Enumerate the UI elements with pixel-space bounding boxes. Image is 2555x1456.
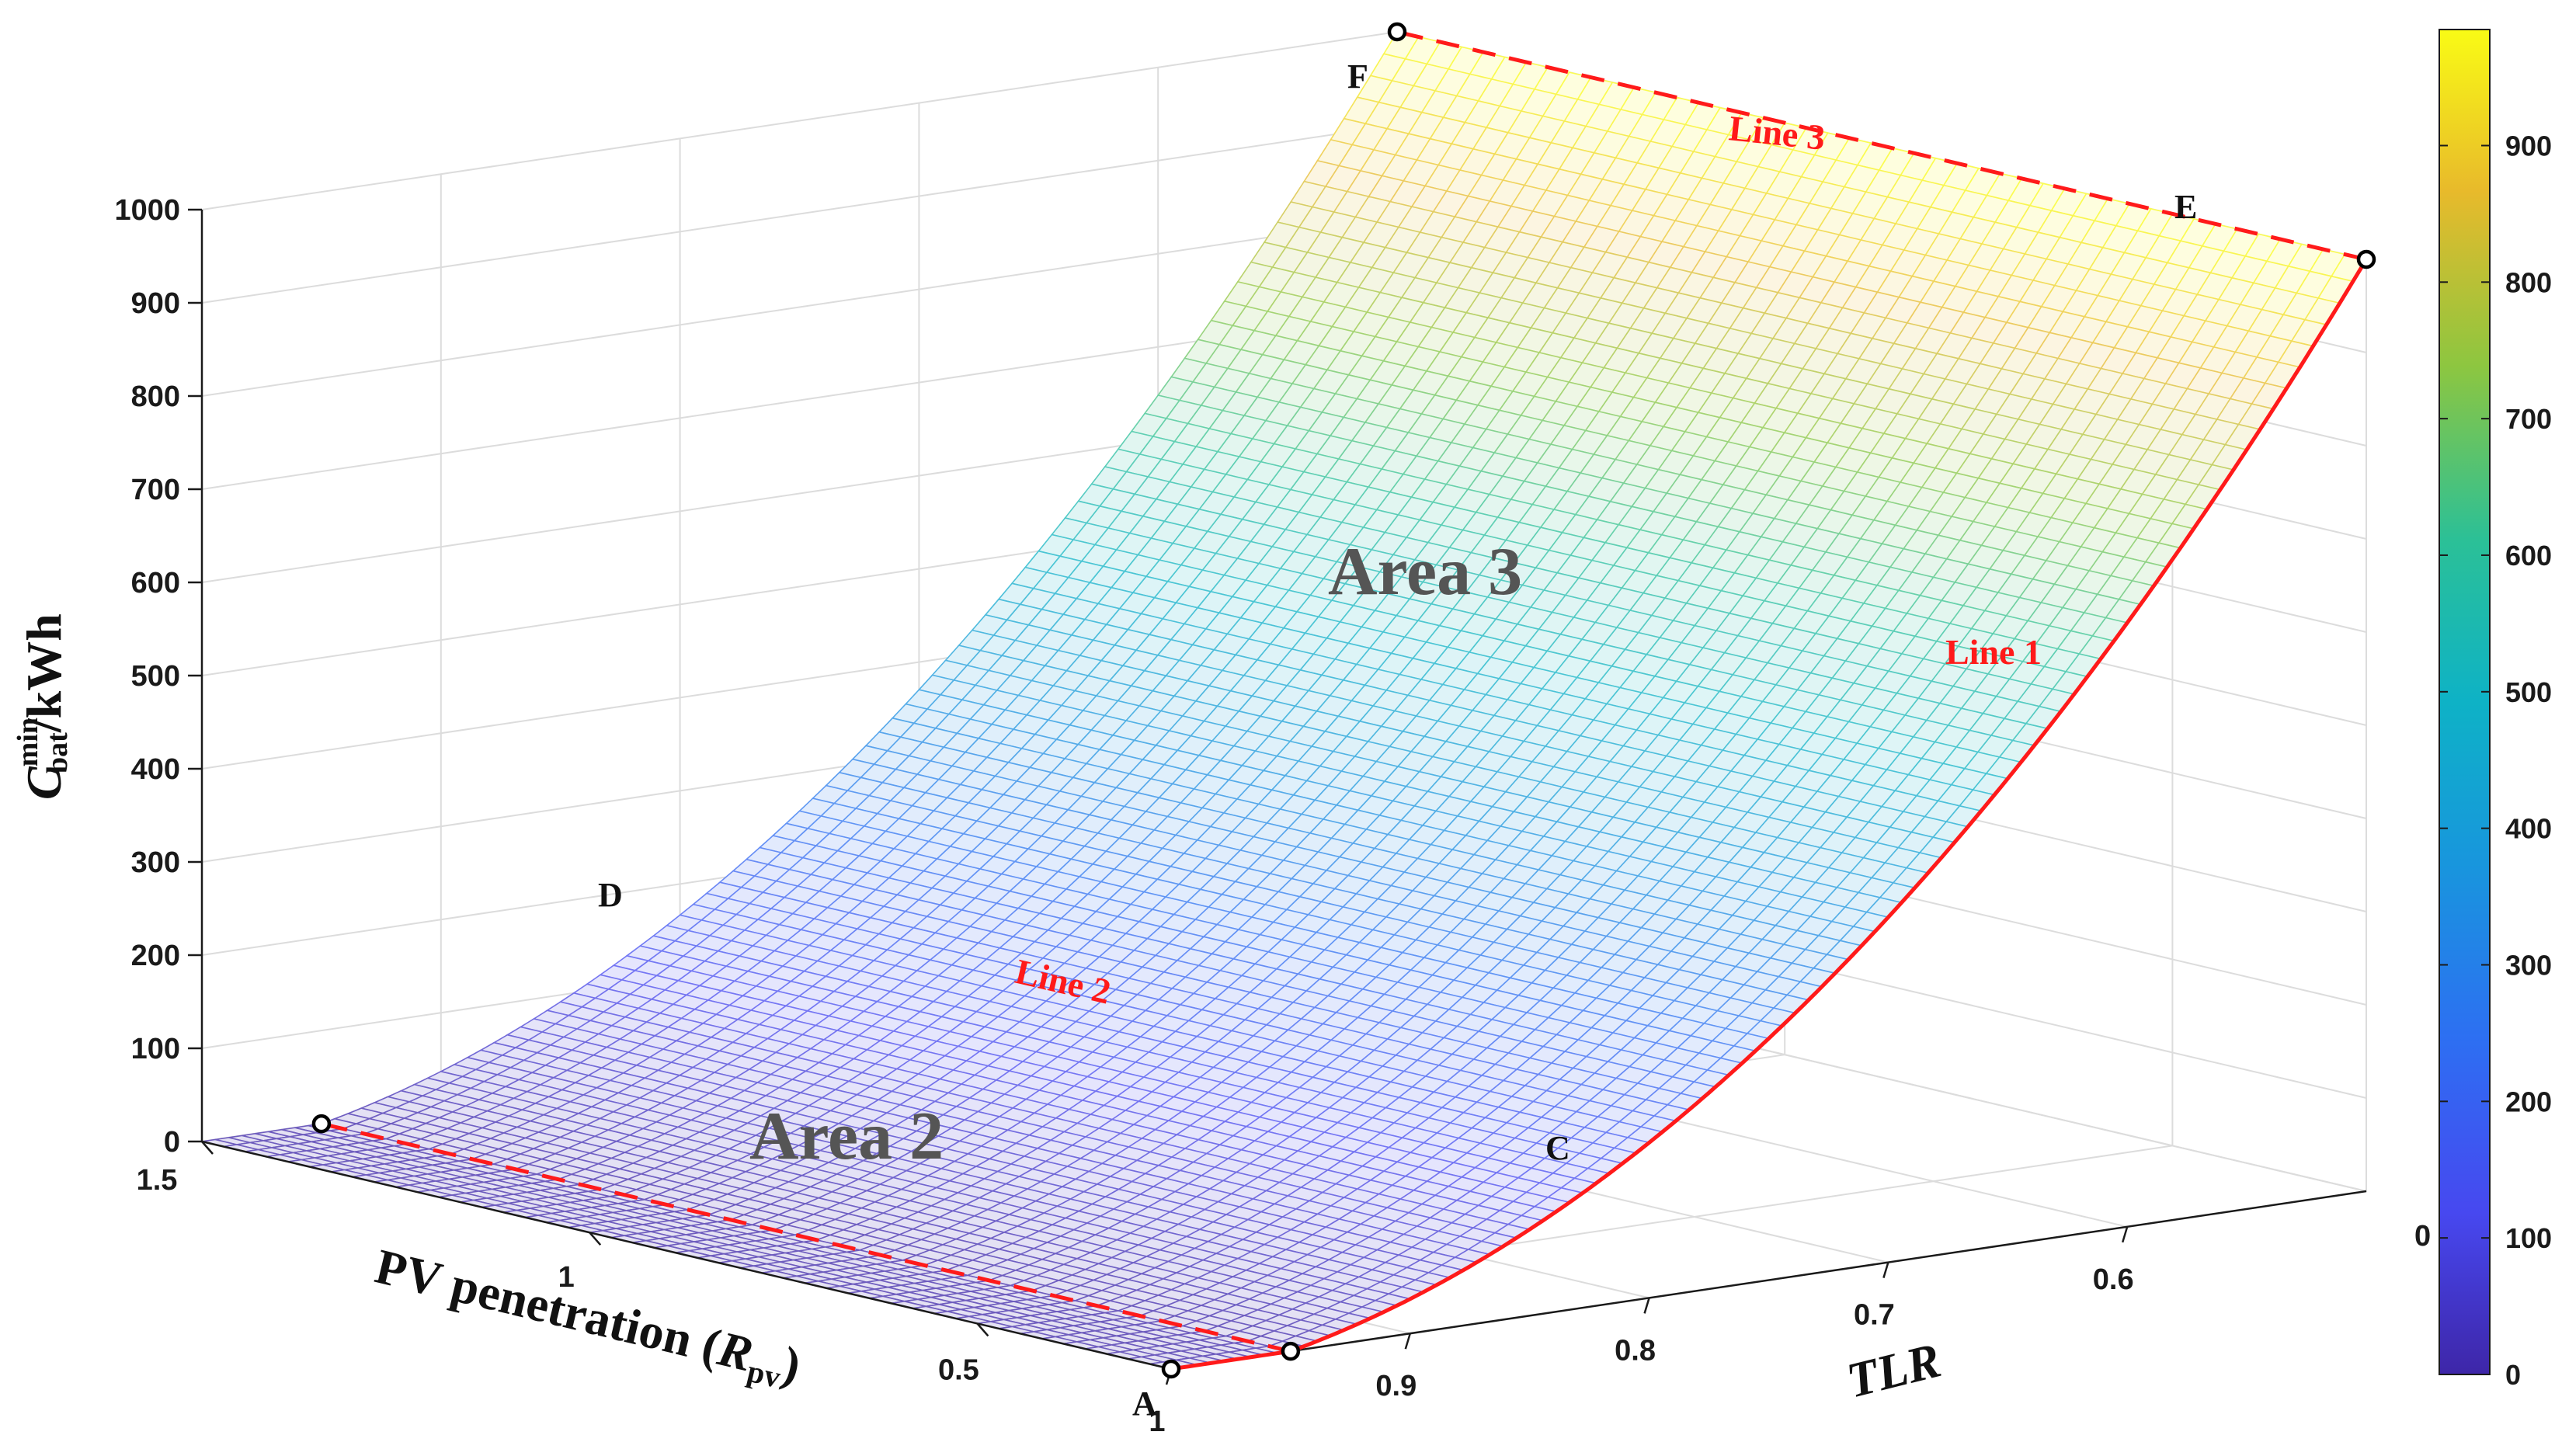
colorbar-tick-label: 0 [2505,1359,2521,1391]
point-label-a: A [1132,1385,1157,1423]
z-axis-label: Cminbat/kWh [12,613,74,800]
colorbar-tick-label: 100 [2505,1222,2552,1254]
y-tick-label: 1.5 [137,1164,178,1197]
x-tick-mark [2122,1226,2129,1243]
z-tick-label: 100 [131,1033,180,1065]
x-tick-mark [1404,1333,1411,1350]
colorbar-tick-label: 200 [2505,1086,2552,1117]
z-tick-label: 1000 [114,194,180,227]
z-tick-label: 700 [131,474,180,506]
y-tick-label: 0.5 [938,1353,979,1386]
point-marker-e [2356,249,2376,269]
x-axis-end-label: 0 [2414,1220,2431,1253]
point-marker-c [1281,1341,1301,1361]
colorbar-tick-label: 700 [2505,403,2552,435]
z-tick-label: 0 [164,1126,180,1159]
x-tick-mark [1882,1262,1889,1278]
x-tick-label: 0.7 [1854,1299,1895,1332]
z-tick-label: 800 [131,381,180,413]
z-tick-label: 200 [131,940,180,972]
point-label-d: D [598,876,623,914]
z-tick-label: 400 [131,753,180,786]
area-3-label: Area 3 [1328,534,1522,610]
area-2-label: Area 2 [749,1099,944,1174]
x-tick-label: 0.8 [1615,1334,1656,1367]
colorbar-tick-label: 900 [2505,130,2552,162]
point-marker-f [1387,22,1407,42]
colorbar-tick-label: 300 [2505,949,2552,981]
x-tick-label: 0.6 [2093,1263,2134,1296]
point-label-c: C [1545,1129,1570,1167]
z-tick-label: 300 [131,846,180,879]
line-1-label: Line 1 [1945,632,2042,672]
x-tick-label: 0.9 [1375,1370,1417,1402]
z-tick-label: 500 [131,660,180,693]
x-axis-label: TLR [1841,1332,1945,1408]
z-tick-label: 600 [131,567,180,599]
colorbar-tick-label: 600 [2505,540,2552,572]
colorbar-tick-label: 400 [2505,813,2552,845]
point-label-e: E [2174,188,2197,226]
point-label-f: F [1347,57,1368,96]
colorbar-tick-label: 800 [2505,266,2552,298]
colorbar-tick-label: 500 [2505,676,2552,708]
z-tick-label: 900 [131,287,180,320]
x-tick-mark [1643,1298,1650,1314]
colorbar [2439,29,2491,1375]
point-marker-d [311,1114,332,1134]
surface-mesh [201,31,2368,1370]
point-marker-a [1161,1359,1181,1379]
